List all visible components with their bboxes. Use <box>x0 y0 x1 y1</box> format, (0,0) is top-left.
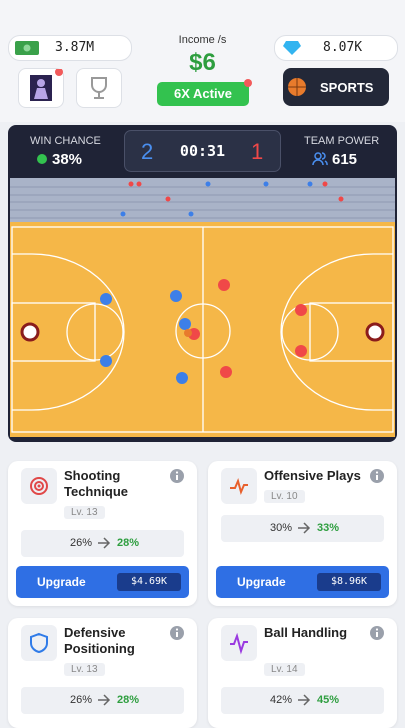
skill-icon <box>21 468 57 504</box>
upgrade-label: Upgrade <box>237 575 286 589</box>
upgrade-cost: $4.69K <box>117 573 181 591</box>
cash-value: 3.87M <box>55 40 95 55</box>
upgrade-card: Ball Handling Lv. 14 42% 45% <box>208 618 397 728</box>
boost-button[interactable]: 6X Active <box>157 82 249 106</box>
trophy-icon <box>91 77 107 99</box>
stat-current: 26% <box>69 537 92 549</box>
upgrade-card: Offensive Plays Lv. 10 30% 33% Upgrade $… <box>208 461 397 606</box>
stat-box: 30% 33% <box>221 515 384 542</box>
stat-box: 42% 45% <box>221 687 384 714</box>
arrow-icon <box>298 694 311 706</box>
arrow-icon <box>98 537 111 549</box>
upgrade-button[interactable]: Upgrade $8.96K <box>216 566 389 598</box>
boost-label: 6X Active <box>173 86 233 101</box>
skill-icon <box>221 468 257 504</box>
income-value: $6 <box>189 49 216 76</box>
cash-pill: 3.87M <box>8 35 132 61</box>
away-score: 1 <box>251 139 264 164</box>
notify-dot <box>244 79 252 87</box>
team-power-value: 615 <box>332 151 358 168</box>
top-bar: 3.87M Income /s $6 6X Active 8.07K SPORT… <box>0 0 405 122</box>
win-dot <box>37 154 47 164</box>
stat-next: 28% <box>117 537 140 549</box>
skill-title: Shooting Technique <box>64 468 129 499</box>
profile-button[interactable] <box>18 68 64 108</box>
upgrade-cost: $8.96K <box>317 573 381 591</box>
match-panel: WIN CHANCE 38% 2 00:31 1 TEAM POWER 615 <box>8 125 397 442</box>
upgrade-label: Upgrade <box>37 575 86 589</box>
win-chance-label: WIN CHANCE <box>30 135 101 147</box>
upgrade-card: Shooting Technique Lv. 13 26% 28% Upgrad… <box>8 461 197 606</box>
stat-current: 30% <box>269 522 292 534</box>
upgrade-card: Defensive Positioning Lv. 13 26% 28% <box>8 618 197 728</box>
info-icon[interactable] <box>369 625 385 641</box>
stat-next: 45% <box>317 694 340 706</box>
stat-next: 33% <box>317 522 340 534</box>
stat-next: 28% <box>117 694 140 706</box>
home-score: 2 <box>141 139 154 164</box>
skill-title: Ball Handling <box>264 625 348 640</box>
skill-title: Offensive Plays <box>264 468 361 483</box>
upgrade-button[interactable]: Upgrade $4.69K <box>16 566 189 598</box>
stat-box: 26% 28% <box>21 530 184 557</box>
clock: 00:31 <box>179 142 226 160</box>
info-icon[interactable] <box>369 468 385 484</box>
scoreboard: 2 00:31 1 <box>124 130 281 172</box>
gem-icon <box>283 41 301 55</box>
sports-label: SPORTS <box>320 80 374 95</box>
stat-box: 26% 28% <box>21 687 184 714</box>
income-label: Income /s <box>178 34 227 46</box>
skill-level: Lv. 13 <box>64 506 105 519</box>
trophy-button[interactable] <box>76 68 122 108</box>
team-power-label: TEAM POWER <box>304 135 380 147</box>
win-chance-value: 38% <box>52 151 83 168</box>
skill-title: Defensive Positioning <box>64 625 135 656</box>
gem-value: 8.07K <box>323 40 363 55</box>
arrow-icon <box>98 694 111 706</box>
sports-button[interactable]: SPORTS <box>283 68 389 106</box>
court <box>10 178 395 437</box>
cash-icon <box>15 41 39 55</box>
skill-level: Lv. 13 <box>64 663 105 676</box>
skill-icon <box>21 625 57 661</box>
skill-level: Lv. 14 <box>264 663 305 676</box>
team-icon <box>312 152 328 166</box>
arrow-icon <box>298 522 311 534</box>
info-icon[interactable] <box>169 625 185 641</box>
gem-pill: 8.07K <box>274 35 398 61</box>
stat-current: 26% <box>69 694 92 706</box>
ball-icon <box>288 78 306 96</box>
skill-level: Lv. 10 <box>264 490 305 503</box>
stat-current: 42% <box>269 694 292 706</box>
profile-icon <box>30 68 63 101</box>
info-icon[interactable] <box>169 468 185 484</box>
skill-icon <box>221 625 257 661</box>
